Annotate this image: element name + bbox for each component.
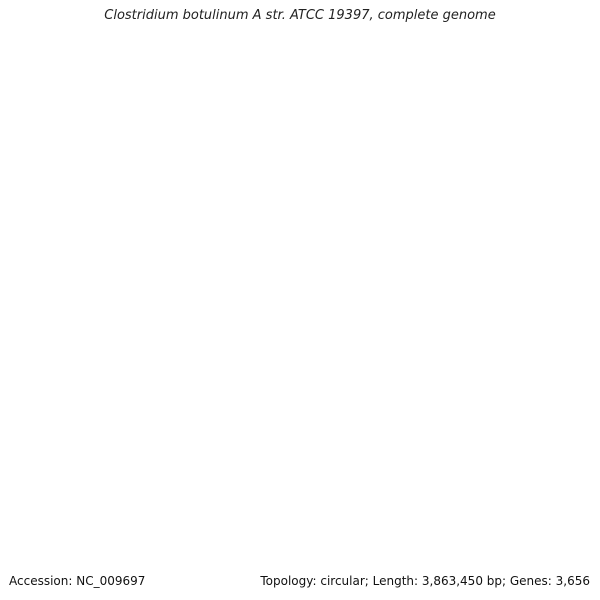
accession-text: Accession: NC_009697 (9, 574, 146, 588)
topology-summary: Topology: circular; Length: 3,863,450 bp… (260, 574, 590, 588)
map-title: Clostridium botulinum A str. ATCC 19397,… (104, 8, 496, 23)
